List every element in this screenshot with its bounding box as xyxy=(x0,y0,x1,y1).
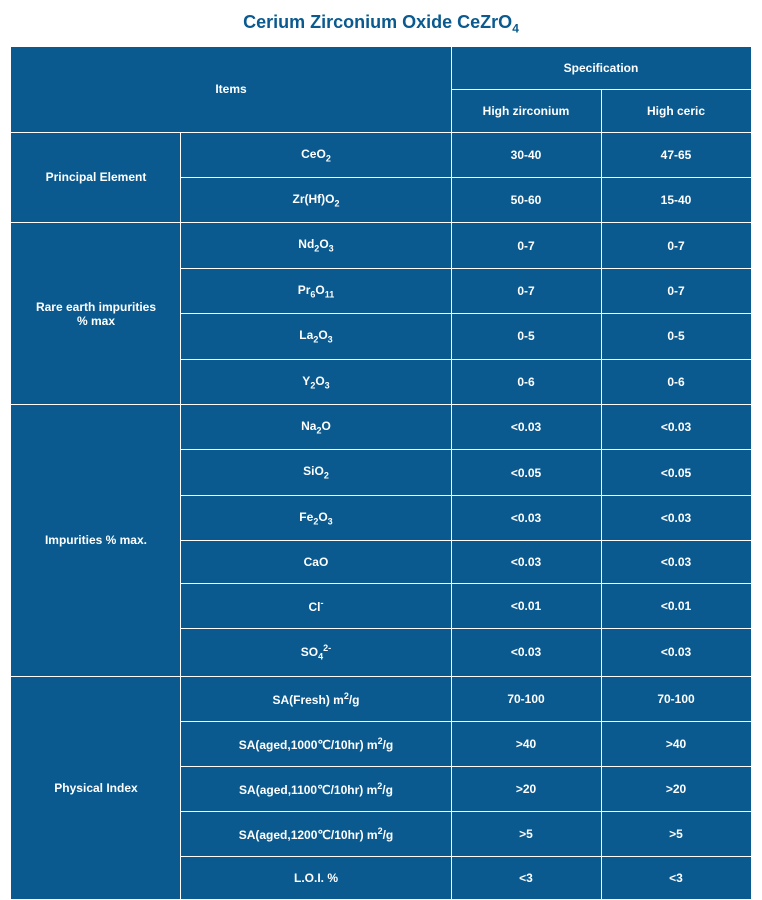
value-hz: 0-7 xyxy=(451,268,601,313)
item-name: Y2O3 xyxy=(181,359,451,404)
value-hc: >20 xyxy=(601,766,751,811)
value-hc: <0.05 xyxy=(601,450,751,495)
item-name: La2O3 xyxy=(181,314,451,359)
page-title: Cerium Zirconium Oxide CeZrO4 xyxy=(0,0,762,46)
value-hc: <0.01 xyxy=(601,584,751,629)
value-hc: <0.03 xyxy=(601,629,751,676)
header-spec: Specification xyxy=(451,46,751,89)
spec-table: ItemsSpecificationHigh zirconiumHigh cer… xyxy=(10,46,751,900)
value-hc: 0-7 xyxy=(601,268,751,313)
header-high-ceric: High ceric xyxy=(601,89,751,132)
item-name: Zr(Hf)O2 xyxy=(181,177,451,222)
value-hz: <0.03 xyxy=(451,404,601,449)
value-hz: <0.03 xyxy=(451,495,601,540)
item-name: Cl- xyxy=(181,584,451,629)
value-hz: <0.03 xyxy=(451,541,601,584)
value-hz: 0-6 xyxy=(451,359,601,404)
item-name: L.O.I. % xyxy=(181,856,451,899)
value-hc: <3 xyxy=(601,856,751,899)
value-hz: <0.05 xyxy=(451,450,601,495)
item-name: SiO2 xyxy=(181,450,451,495)
header-high-zirconium: High zirconium xyxy=(451,89,601,132)
table-row: Rare earth impurities % maxNd2O30-70-7 xyxy=(11,223,751,268)
value-hc: 0-6 xyxy=(601,359,751,404)
item-name: Pr6O11 xyxy=(181,268,451,313)
value-hz: 30-40 xyxy=(451,132,601,177)
value-hc: <0.03 xyxy=(601,541,751,584)
item-name: SA(aged,1000℃/10hr) m2/g xyxy=(181,721,451,766)
value-hc: 47-65 xyxy=(601,132,751,177)
value-hc: >5 xyxy=(601,811,751,856)
value-hc: <0.03 xyxy=(601,495,751,540)
value-hz: >40 xyxy=(451,721,601,766)
item-name: SA(Fresh) m2/g xyxy=(181,676,451,721)
value-hc: <0.03 xyxy=(601,404,751,449)
table-row: Physical IndexSA(Fresh) m2/g70-10070-100 xyxy=(11,676,751,721)
value-hz: <0.03 xyxy=(451,629,601,676)
item-name: SA(aged,1100℃/10hr) m2/g xyxy=(181,766,451,811)
value-hc: 0-7 xyxy=(601,223,751,268)
value-hz: >20 xyxy=(451,766,601,811)
value-hc: 0-5 xyxy=(601,314,751,359)
value-hz: >5 xyxy=(451,811,601,856)
item-name: CeO2 xyxy=(181,132,451,177)
value-hz: 0-7 xyxy=(451,223,601,268)
value-hc: >40 xyxy=(601,721,751,766)
section-name: Principal Element xyxy=(11,132,181,223)
section-name: Rare earth impurities % max xyxy=(11,223,181,405)
value-hz: <0.01 xyxy=(451,584,601,629)
value-hc: 15-40 xyxy=(601,177,751,222)
table-body: ItemsSpecificationHigh zirconiumHigh cer… xyxy=(11,46,751,899)
section-name: Physical Index xyxy=(11,676,181,899)
item-name: Na2O xyxy=(181,404,451,449)
item-name: SA(aged,1200℃/10hr) m2/g xyxy=(181,811,451,856)
item-name: CaO xyxy=(181,541,451,584)
table-row: Impurities % max.Na2O<0.03<0.03 xyxy=(11,404,751,449)
value-hz: 50-60 xyxy=(451,177,601,222)
table-row: Principal ElementCeO230-4047-65 xyxy=(11,132,751,177)
item-name: Nd2O3 xyxy=(181,223,451,268)
value-hz: 70-100 xyxy=(451,676,601,721)
value-hz: 0-5 xyxy=(451,314,601,359)
value-hc: 70-100 xyxy=(601,676,751,721)
item-name: SO42- xyxy=(181,629,451,676)
title-text: Cerium Zirconium Oxide CeZrO xyxy=(243,12,512,32)
section-name: Impurities % max. xyxy=(11,404,181,676)
title-sub: 4 xyxy=(512,22,519,36)
value-hz: <3 xyxy=(451,856,601,899)
header-items: Items xyxy=(11,46,451,132)
item-name: Fe2O3 xyxy=(181,495,451,540)
